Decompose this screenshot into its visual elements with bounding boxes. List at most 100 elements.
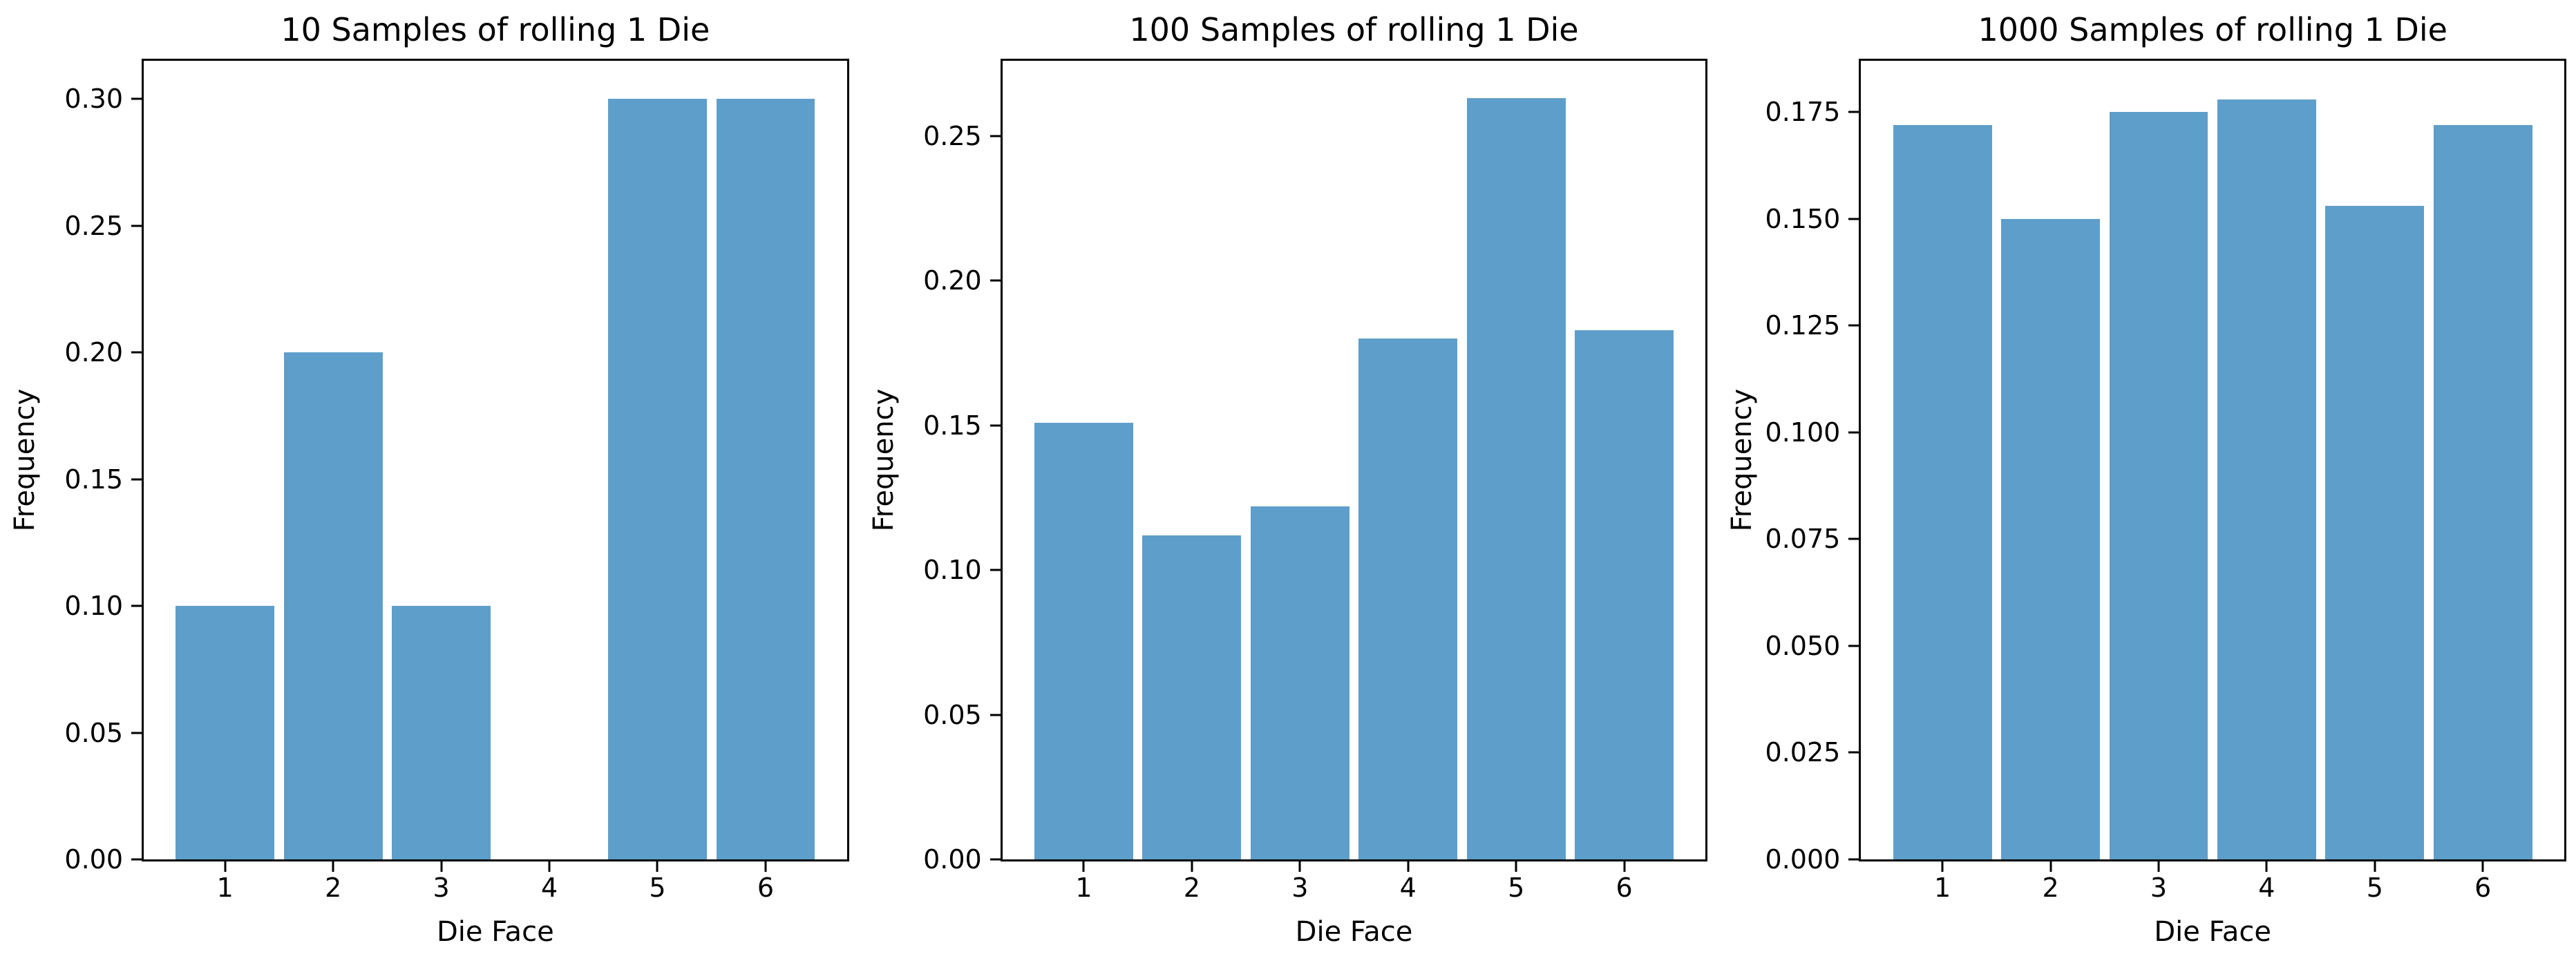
y-tick-label: 0.25 [923, 120, 982, 151]
y-tick-mark [1848, 324, 1859, 327]
bar [608, 99, 707, 859]
y-tick-label: 0.15 [923, 410, 982, 441]
y-tick-label: 0.050 [1765, 630, 1841, 661]
chart-panel-1000-samples: 1000 Samples of rolling 1 Die Frequency … [1717, 0, 2576, 972]
x-axis-label: Die Face [1295, 916, 1413, 948]
y-tick-mark [1848, 431, 1859, 434]
chart-panel-100-samples: 100 Samples of rolling 1 Die Frequency D… [859, 0, 1718, 972]
y-tick-label: 0.175 [1765, 97, 1841, 128]
x-tick-label: 2 [325, 873, 342, 903]
y-axis-label: Frequency [867, 388, 900, 532]
bar [1358, 339, 1458, 859]
x-tick-label: 5 [649, 873, 666, 903]
x-tick-mark [2265, 861, 2268, 872]
x-tick-mark [548, 861, 551, 872]
x-tick-mark [2481, 861, 2484, 872]
y-tick-mark [1848, 218, 1859, 220]
y-tick-label: 0.025 [1765, 737, 1841, 768]
y-tick-mark [131, 732, 142, 734]
x-tick-mark [1407, 861, 1410, 872]
x-tick-label: 6 [757, 873, 774, 903]
x-axis-label: Die Face [2154, 916, 2272, 948]
x-tick-label: 2 [2042, 873, 2059, 903]
y-axis-label: Frequency [9, 388, 41, 532]
y-tick-label: 0.00 [923, 844, 982, 875]
y-tick-mark [131, 478, 142, 481]
bar [1250, 506, 1349, 859]
x-tick-mark [332, 861, 334, 872]
y-tick-mark [989, 569, 1001, 571]
x-tick-mark [1941, 861, 1944, 872]
bar [716, 99, 815, 859]
y-tick-label: 0.100 [1765, 417, 1841, 448]
chart-title: 1000 Samples of rolling 1 Die [1978, 11, 2447, 48]
y-tick-label: 0.05 [923, 699, 982, 730]
y-axis-label: Frequency [1726, 388, 1759, 532]
x-axis-label: Die Face [436, 916, 554, 948]
y-tick-mark [1848, 858, 1859, 861]
y-tick-label: 0.30 [64, 84, 123, 115]
x-tick-label: 2 [1183, 873, 1200, 903]
y-tick-label: 0.000 [1765, 844, 1841, 875]
x-tick-mark [1191, 861, 1193, 872]
y-tick-mark [989, 858, 1001, 861]
y-tick-mark [131, 225, 142, 227]
y-tick-label: 0.150 [1765, 203, 1841, 234]
bar [1034, 422, 1133, 859]
bar [1893, 124, 1992, 859]
y-tick-label: 0.25 [64, 210, 123, 241]
y-tick-label: 0.15 [64, 464, 123, 495]
x-tick-label: 3 [2150, 873, 2168, 903]
bar [392, 606, 491, 859]
y-tick-mark [1848, 751, 1859, 754]
bar [1466, 98, 1566, 859]
y-tick-mark [989, 135, 1001, 137]
y-tick-mark [131, 858, 142, 861]
plot-area: 10 Samples of rolling 1 Die Frequency Di… [9, 11, 849, 948]
x-tick-label: 4 [1399, 873, 1417, 903]
x-tick-label: 5 [1508, 873, 1525, 903]
y-tick-mark [989, 279, 1001, 282]
y-tick-mark [1848, 645, 1859, 647]
x-tick-label: 5 [2366, 873, 2383, 903]
bar [2217, 99, 2316, 859]
x-tick-label: 1 [1075, 873, 1092, 903]
x-tick-mark [2157, 861, 2160, 872]
bar [2433, 124, 2532, 859]
y-tick-mark [1848, 537, 1859, 540]
x-tick-label: 1 [216, 873, 234, 903]
x-tick-label: 4 [540, 873, 558, 903]
x-tick-mark [1623, 861, 1626, 872]
y-tick-mark [989, 714, 1001, 716]
x-tick-mark [2374, 861, 2376, 872]
x-tick-mark [764, 861, 767, 872]
y-tick-label: 0.00 [64, 844, 123, 875]
x-tick-mark [224, 861, 227, 872]
chart-title: 100 Samples of rolling 1 Die [1129, 11, 1579, 48]
y-tick-label: 0.05 [64, 717, 123, 748]
x-tick-mark [1515, 861, 1517, 872]
x-tick-label: 6 [2474, 873, 2492, 903]
y-tick-mark [131, 97, 142, 100]
x-tick-mark [1298, 861, 1301, 872]
y-tick-label: 0.20 [923, 265, 982, 296]
bar [2109, 112, 2208, 859]
y-tick-mark [131, 604, 142, 607]
y-tick-label: 0.125 [1765, 310, 1841, 341]
x-tick-label: 3 [433, 873, 450, 903]
y-tick-label: 0.20 [64, 337, 123, 368]
y-tick-mark [1848, 111, 1859, 113]
x-tick-label: 3 [1291, 873, 1309, 903]
x-tick-label: 6 [1616, 873, 1633, 903]
bar [283, 352, 383, 859]
bar [2001, 218, 2100, 859]
chart-panel-10-samples: 10 Samples of rolling 1 Die Frequency Di… [0, 0, 859, 972]
x-tick-label: 1 [1934, 873, 1951, 903]
y-tick-mark [131, 351, 142, 354]
y-tick-label: 0.10 [923, 555, 982, 586]
chart-title: 10 Samples of rolling 1 Die [281, 11, 710, 48]
y-tick-label: 0.10 [64, 591, 123, 622]
x-tick-mark [2049, 861, 2052, 872]
bar [1142, 535, 1242, 859]
